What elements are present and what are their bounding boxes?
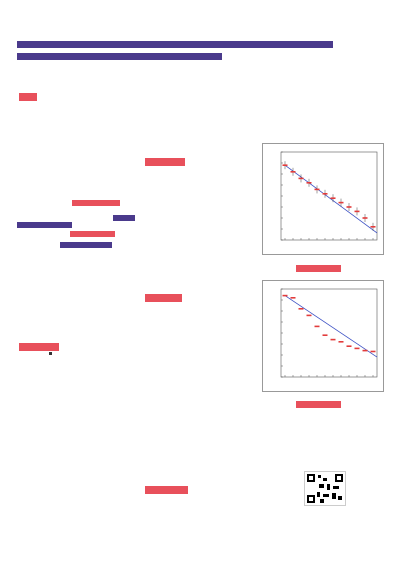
diagram-label-2 <box>113 215 135 221</box>
data-point <box>298 177 304 180</box>
equation-mark <box>49 352 52 355</box>
fit-line <box>284 295 378 358</box>
section-heading-mid-1 <box>145 158 185 166</box>
poster-title <box>17 41 333 48</box>
qr-code <box>304 471 346 506</box>
data-point <box>314 325 320 328</box>
chart-1 <box>280 151 378 241</box>
data-point <box>298 308 304 310</box>
section-heading-left-2 <box>19 343 59 351</box>
chart-1-caption <box>296 265 341 272</box>
data-point <box>354 210 360 213</box>
section-heading-left-1 <box>19 93 37 101</box>
data-point <box>346 345 352 347</box>
data-point <box>314 188 320 191</box>
diagram-label-1 <box>72 200 120 206</box>
diagram-label-3 <box>17 222 72 228</box>
data-point <box>290 297 296 299</box>
data-point <box>306 182 312 184</box>
chart-1-frame <box>262 143 384 255</box>
poster-subtitle <box>17 53 222 60</box>
data-point <box>330 197 336 199</box>
data-point <box>290 171 296 173</box>
data-point <box>362 217 368 219</box>
section-heading-mid-3 <box>145 486 188 494</box>
qr-code-image <box>307 474 343 503</box>
data-point <box>306 314 312 317</box>
chart-2 <box>280 288 378 378</box>
data-point <box>370 226 376 228</box>
data-point <box>370 350 376 353</box>
fit-line <box>284 164 378 234</box>
data-point <box>338 341 344 343</box>
chart-2-caption <box>296 401 341 408</box>
data-point <box>362 349 368 352</box>
data-point <box>330 338 336 341</box>
data-point <box>338 201 344 204</box>
data-point <box>282 294 288 297</box>
diagram-label-4 <box>70 231 115 237</box>
data-point <box>282 164 288 166</box>
data-point <box>322 334 328 336</box>
plot-area <box>280 151 378 241</box>
data-point <box>354 347 360 350</box>
chart-2-frame <box>262 280 384 392</box>
section-heading-mid-2 <box>145 294 182 302</box>
data-point <box>346 206 352 208</box>
data-point <box>322 193 328 195</box>
diagram-label-5 <box>60 242 112 248</box>
